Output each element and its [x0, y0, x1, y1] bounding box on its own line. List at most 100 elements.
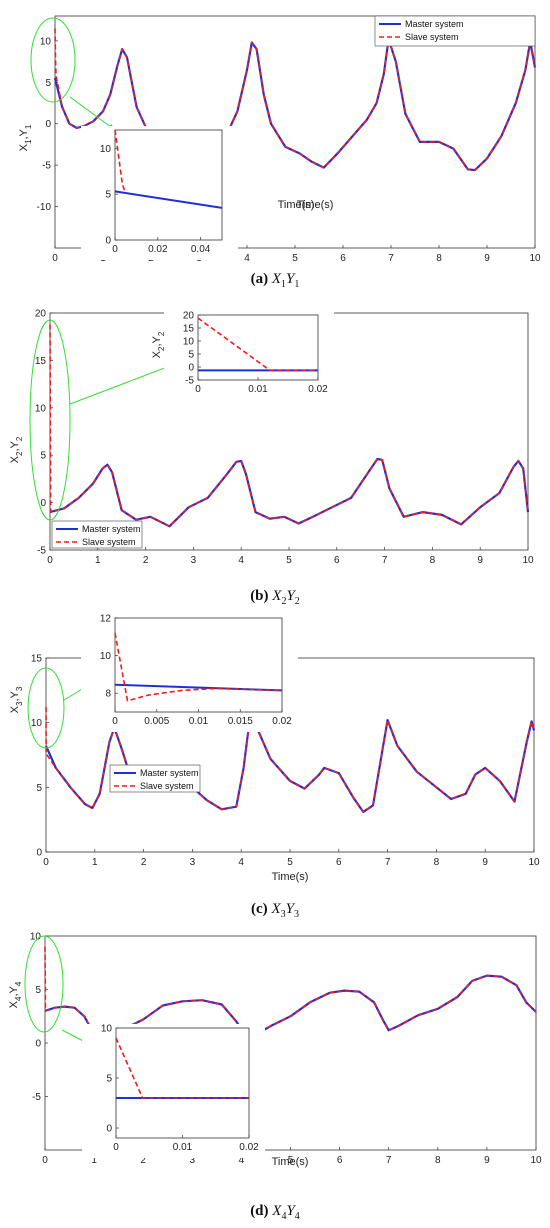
y-axis-label-ysub: 2 [15, 436, 24, 441]
y-tick-label: 0 [36, 848, 42, 859]
x-tick-label: 2 [143, 555, 149, 566]
inset-slave-line [115, 1037, 249, 1099]
panel-caption: (a) X1Y1 [251, 271, 300, 290]
x-tick-label: 5 [288, 1155, 294, 1166]
inset-x-tick-label: 0.005 [144, 716, 169, 727]
inset-y-label-sep: ,Y [151, 335, 163, 346]
y-axis-label-xsub: 3 [15, 701, 24, 706]
x-tick-label: 4 [244, 253, 250, 264]
y-axis-label-sep: ,Y [9, 440, 21, 451]
highlight-ellipse [30, 17, 76, 103]
x-tick-label: 6 [340, 253, 346, 264]
legend-box [109, 764, 201, 793]
x-tick-label: 2 [140, 1155, 146, 1166]
y-tick-label: 0 [40, 498, 46, 509]
x-tick-label: 4 [239, 1155, 245, 1166]
y-tick-label: 5 [40, 451, 46, 462]
inset-x-label: Time(s) [278, 199, 315, 211]
y-axis-label: X2,Y2 [9, 436, 24, 463]
x-tick-label: 1 [91, 1155, 97, 1166]
y-tick-label: 5 [36, 783, 42, 794]
x-tick-label: 3 [190, 857, 196, 868]
caption-ysub: 1 [294, 279, 299, 290]
x-tick-label: 6 [334, 555, 340, 566]
caption-xsub: 4 [281, 1211, 286, 1222]
caption-xsub: 2 [281, 596, 286, 607]
inset-y-tick-label: 15 [183, 324, 195, 335]
x-tick-label: 0 [43, 857, 49, 868]
x-tick-label: 8 [436, 253, 442, 264]
y-axis-label-sep: ,Y [8, 985, 20, 996]
y-axis-label: X1,Y1 [18, 124, 33, 151]
legend-master-label: Master system [82, 524, 141, 534]
legend-slave-label: Slave system [405, 32, 459, 42]
inset-y-tick-label: 12 [100, 614, 112, 625]
inset-x-tick-label: 0.02 [148, 244, 168, 255]
caption-tag: (d) [250, 1203, 272, 1219]
inset-x-tick-label: 0.02 [272, 716, 292, 727]
y-tick-label: 10 [31, 718, 43, 729]
legend-master-label: Master system [405, 19, 464, 29]
x-tick-label: 3 [190, 1155, 196, 1166]
slave-series-line [44, 946, 537, 1044]
caption-tag: (a) [251, 271, 272, 287]
inset-y-tick-label: 10 [101, 1024, 113, 1035]
inset-x-tick-label: 0.01 [189, 716, 209, 727]
x-tick-label: 10 [522, 555, 534, 566]
x-tick-label: 4 [238, 555, 244, 566]
inset-y-tick-label: 5 [106, 1074, 112, 1085]
caption-ysub: 3 [294, 909, 299, 920]
highlight-ellipse [27, 667, 65, 749]
panel-caption: (c) X3Y3 [251, 901, 299, 920]
y-tick-label: -5 [32, 1092, 41, 1103]
x-tick-label: 4 [238, 857, 244, 868]
y-tick-label: 5 [45, 78, 51, 89]
panel-caption: (d) X4Y4 [250, 1203, 300, 1222]
caption-x: X [270, 901, 281, 917]
inset-y-tick-label: 8 [105, 689, 111, 700]
y-axis-label-xsub: 4 [14, 996, 23, 1001]
slave-series-line [54, 28, 536, 171]
x-tick-label: 9 [482, 857, 488, 868]
x-tick-label: 6 [336, 857, 342, 868]
x-tick-label: 0 [47, 555, 53, 566]
inset-frame [115, 1027, 250, 1139]
inset-frame [197, 314, 319, 381]
x-tick-label: 9 [484, 253, 490, 264]
y-axis-label-x: X [9, 455, 21, 463]
y-tick-label: 15 [35, 356, 47, 367]
caption-xsub: 1 [281, 279, 286, 290]
inset-master-line [114, 190, 223, 209]
inset-y-tick-label: 5 [105, 190, 111, 201]
inset-slave-line [197, 317, 318, 372]
x-tick-label: 0 [42, 1155, 48, 1166]
master-series-line [49, 457, 530, 528]
caption-y: Y [286, 1203, 296, 1219]
highlight-ellipse [29, 319, 71, 521]
slave-series-line [49, 324, 529, 528]
inset-x-tick-label: 0.01 [248, 384, 268, 395]
y-axis-label-ysub: 4 [14, 981, 23, 986]
inset-x-tick-label: 0.02 [308, 384, 328, 395]
y-tick-label: 10 [30, 932, 42, 943]
x-tick-label: 9 [484, 1155, 490, 1166]
inset-x-tick-label: 0.01 [173, 1142, 193, 1153]
inset-x-tick-label: 0 [113, 1142, 119, 1153]
legend-slave-label: Slave system [82, 537, 136, 547]
y-tick-label: 10 [35, 403, 47, 414]
y-axis-label-text: X2,Y2 [9, 436, 24, 463]
inset-y-label-x: X [151, 350, 163, 358]
caption-tag: (b) [250, 588, 272, 604]
highlight-ellipse [24, 935, 64, 1033]
caption-ysub: 2 [295, 596, 300, 607]
x-tick-label: 8 [434, 857, 440, 868]
inset-x-tick-label: 0 [112, 716, 118, 727]
x-tick-label: 1 [92, 857, 98, 868]
y-tick-label: 0 [35, 1039, 41, 1050]
inset-x-tick-label: 0 [195, 384, 201, 395]
inset-y-tick-label: 0 [188, 363, 194, 374]
y-axis-label-text: X3,Y3 [9, 686, 24, 713]
